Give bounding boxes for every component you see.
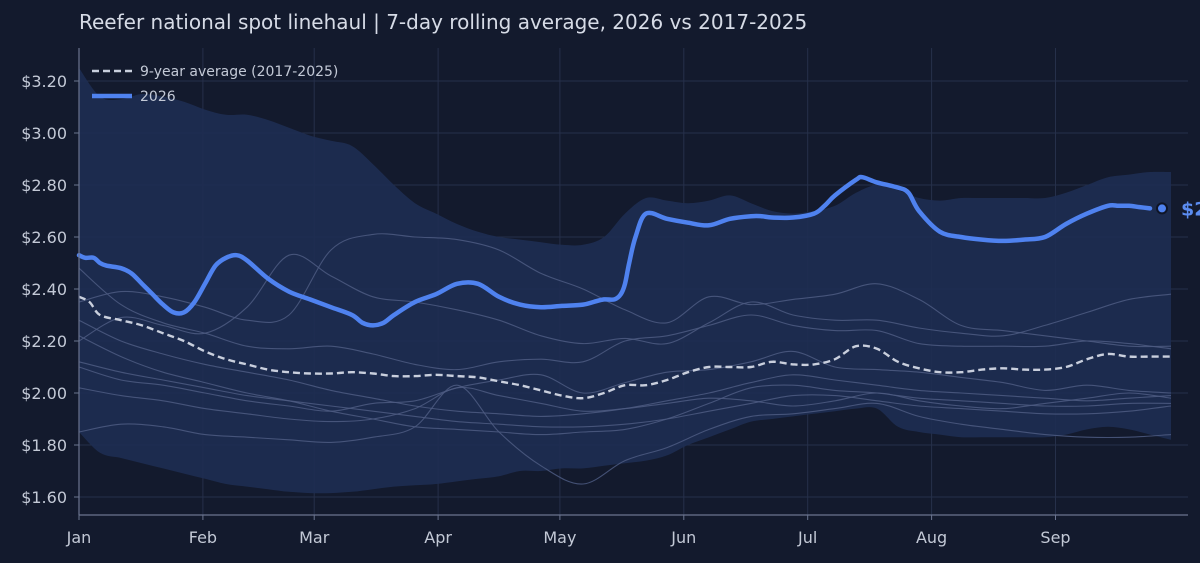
- historical-year-line: [78, 233, 1172, 348]
- x-tick-label: Feb: [189, 528, 217, 547]
- y-tick-label: $3.00: [21, 124, 67, 143]
- x-tick-label: May: [543, 528, 576, 547]
- x-tick-label: Sep: [1040, 528, 1070, 547]
- y-tick-label: $2.00: [21, 384, 67, 403]
- y-tick-label: $1.80: [21, 436, 67, 455]
- historical-year-line: [78, 335, 1172, 436]
- historical-year-lines: [78, 233, 1172, 485]
- historical-year-line: [78, 384, 1172, 485]
- x-tick-label: Jul: [797, 528, 817, 547]
- end-marker: [1156, 202, 1168, 215]
- series-9-year-average-line: [78, 295, 1171, 400]
- historical-year-line: [78, 267, 1172, 371]
- chart-title: Reefer national spot linehaul | 7-day ro…: [79, 10, 807, 34]
- y-tick-label: $2.60: [21, 228, 67, 247]
- y-tick-label: $1.60: [21, 488, 67, 507]
- y-tick-label: $2.80: [21, 176, 67, 195]
- x-tick-label: Apr: [424, 528, 452, 547]
- y-tick-label: $2.40: [21, 280, 67, 299]
- historical-year-line: [78, 319, 1172, 417]
- series-2026-line: [76, 174, 1153, 328]
- x-tick-label: Mar: [299, 528, 330, 547]
- x-tick-label: Jan: [66, 528, 92, 547]
- end-value-label: $2.71: [1181, 198, 1200, 220]
- y-axis-ticks: $1.60 $1.80 $2.00 $2.20 $2.40 $2.60 $2.80 $3.00…: [21, 72, 79, 507]
- x-axis-ticks: Jan Feb Mar Apr May Jun Jul Aug Sep: [66, 515, 1071, 547]
- historical-year-line: [78, 350, 1172, 412]
- legend-label-2026: 2026: [140, 89, 176, 105]
- historical-year-line: [78, 253, 1172, 345]
- historical-year-line: [78, 361, 1172, 428]
- x-tick-label: Jun: [670, 528, 696, 547]
- y-tick-label: $3.20: [21, 72, 67, 91]
- x-tick-label: Aug: [916, 528, 947, 547]
- legend-label-average: 9-year average (2017-2025): [140, 64, 338, 80]
- legend: 9-year average (2017-2025) 2026: [92, 64, 338, 105]
- y-tick-label: $2.20: [21, 332, 67, 351]
